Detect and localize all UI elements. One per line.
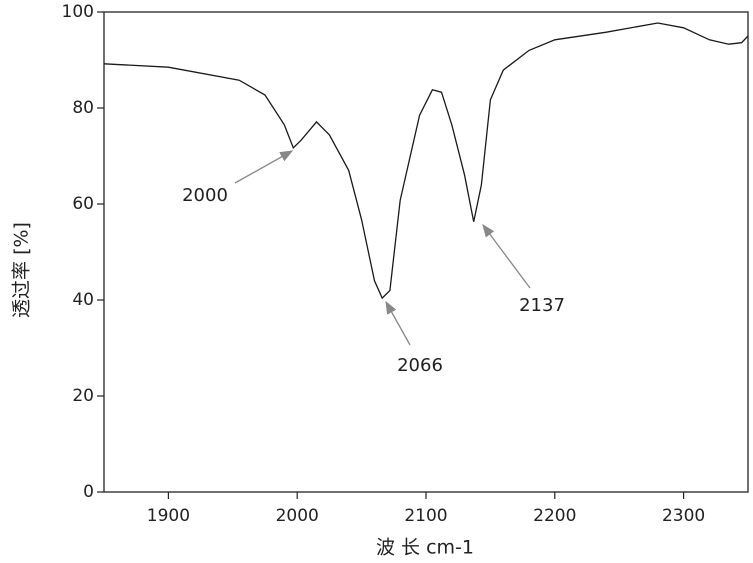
y-axis-label: 透过率 [%] [11,222,33,318]
y-tick-label: 80 [72,98,94,118]
y-tick-label: 20 [72,386,94,406]
y-tick-label: 0 [83,482,94,502]
x-tick-label: 2200 [533,506,576,526]
x-tick-label: 2300 [662,506,705,526]
x-tick-label: 1900 [147,506,190,526]
annotation-label: 2137 [519,295,565,316]
x-tick-label: 2100 [404,506,447,526]
y-tick-label: 60 [72,194,94,214]
annotation-arrow [386,302,410,345]
plot-frame [104,12,748,492]
x-tick-label: 2000 [276,506,319,526]
y-tick-label: 40 [72,290,94,310]
spectrum-line [104,23,748,298]
annotation-arrow [235,151,292,183]
chart: 波 长 cm-1 透过率 [%] 0 20 40 60 80 100 1900 2000 210… [0,0,753,563]
annotation-label: 2000 [182,185,228,206]
y-tick-label: 100 [62,2,94,22]
annotation-arrow [483,225,530,288]
annotation-label: 2066 [397,355,443,376]
x-axis-label: 波 长 cm-1 [376,537,474,559]
page: 波 长 cm-1 透过率 [%] 0 20 40 60 80 100 1900 2000 210… [0,0,753,563]
